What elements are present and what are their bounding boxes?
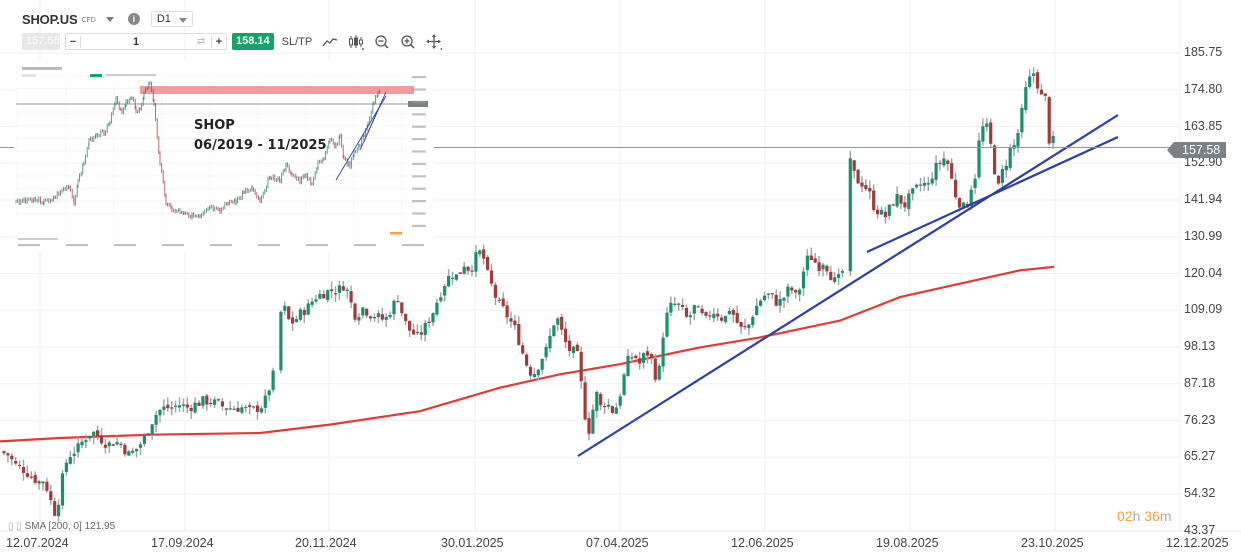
- indicator-toggle-icons[interactable]: ▯ ▯: [8, 521, 25, 532]
- quantity-input[interactable]: 1: [132, 35, 140, 48]
- x-axis-label: 12.12.2025: [1166, 536, 1229, 550]
- y-axis-label: 98.13: [1184, 339, 1216, 353]
- indicator-legend[interactable]: ▯ ▯ SMA [200, 0] 121.95: [8, 521, 115, 532]
- quantity-stepper[interactable]: − 1 ⇄ +: [65, 33, 227, 50]
- x-axis-label: 17.09.2024: [151, 536, 214, 550]
- trendlines[interactable]: [577, 114, 1119, 457]
- x-axis-label: 12.07.2024: [6, 536, 69, 550]
- resistance-zone: [140, 86, 414, 94]
- y-axis-label: 65.27: [1184, 449, 1216, 464]
- timeframe-value: D1: [156, 13, 171, 25]
- line-chart-icon[interactable]: [322, 34, 338, 50]
- inset-title-symbol: SHOP: [194, 118, 235, 133]
- x-axis-label: 07.04.2025: [586, 536, 649, 550]
- y-axis-label: 87.18: [1184, 375, 1216, 390]
- buy-button[interactable]: 158.14: [232, 33, 274, 50]
- y-axis-label: 76.23: [1184, 412, 1216, 427]
- y-axis-label: 43.37: [1184, 522, 1216, 537]
- y-axis-label: 163.85: [1184, 118, 1223, 133]
- x-axis-label: 30.01.2025: [441, 536, 504, 550]
- candles-icon[interactable]: [348, 34, 365, 50]
- y-axis-label: 174.80: [1184, 81, 1223, 96]
- y-axis-label: 185.75: [1184, 45, 1223, 59]
- sl-tp-button[interactable]: SL/TP: [281, 35, 313, 48]
- instrument-type: CFD: [81, 16, 96, 24]
- inset-title-range: 06/2019 - 11/2025: [194, 138, 327, 153]
- chevron-down-icon: [178, 18, 187, 23]
- inset-long-term-chart: SHOP 06/2019 - 11/2025: [14, 62, 434, 252]
- timer-hours: 02: [1117, 508, 1133, 524]
- increase-quantity-button[interactable]: +: [211, 35, 226, 48]
- timer-m-unit: m: [1159, 508, 1172, 524]
- current-price-badge: 157.58: [1166, 142, 1227, 158]
- order-row: 157.58 − 1 ⇄ + 158.14 SL/TP: [22, 33, 443, 50]
- x-axis-label: 12.06.2025: [731, 536, 794, 550]
- trendline[interactable]: [577, 114, 1119, 457]
- symbol-name[interactable]: SHOP.US: [22, 11, 78, 27]
- decrease-quantity-button[interactable]: −: [66, 35, 81, 48]
- timer-h-unit: h: [1132, 508, 1141, 524]
- y-axis-label: 152.90: [1184, 155, 1223, 170]
- chart-toolbar: SHOP.US CFD i D1 157.58 − 1 ⇄ + 158.14 S…: [0, 0, 443, 56]
- x-axis-label: 20.11.2024: [295, 536, 357, 550]
- zoom-out-icon[interactable]: [374, 34, 390, 50]
- candlestick-series: [2, 67, 1055, 522]
- y-axis-label: 109.09: [1184, 302, 1223, 317]
- timeframe-select[interactable]: D1: [150, 11, 193, 27]
- swap-icon[interactable]: ⇄: [196, 36, 206, 47]
- symbol-row: SHOP.US CFD i D1: [22, 10, 193, 28]
- trendline[interactable]: [866, 135, 1119, 254]
- sma-label: SMA [200, 0] 121.95: [24, 521, 116, 532]
- inset-title: SHOP 06/2019 - 11/2025: [194, 116, 327, 156]
- sma-200-line: [0, 265, 1055, 443]
- timer-minutes: 36: [1144, 508, 1160, 524]
- y-axis-label: 120.04: [1184, 265, 1223, 280]
- y-axis-label: 130.99: [1184, 228, 1223, 243]
- x-axis-label: 19.08.2025: [876, 536, 939, 550]
- inset-chart-graphic: [15, 67, 428, 247]
- crosshair-move-icon[interactable]: [426, 33, 443, 50]
- candle-countdown-timer: 02h 36m: [1117, 508, 1172, 524]
- y-axis-label: 54.32: [1184, 486, 1216, 500]
- sell-button[interactable]: 157.58: [22, 33, 60, 50]
- symbol-dropdown-icon[interactable]: [105, 16, 114, 22]
- x-axis-label: 23.10.2025: [1021, 536, 1084, 550]
- zoom-in-icon[interactable]: [400, 34, 416, 50]
- info-icon[interactable]: i: [127, 13, 140, 25]
- y-axis-label: 141.94: [1184, 192, 1223, 206]
